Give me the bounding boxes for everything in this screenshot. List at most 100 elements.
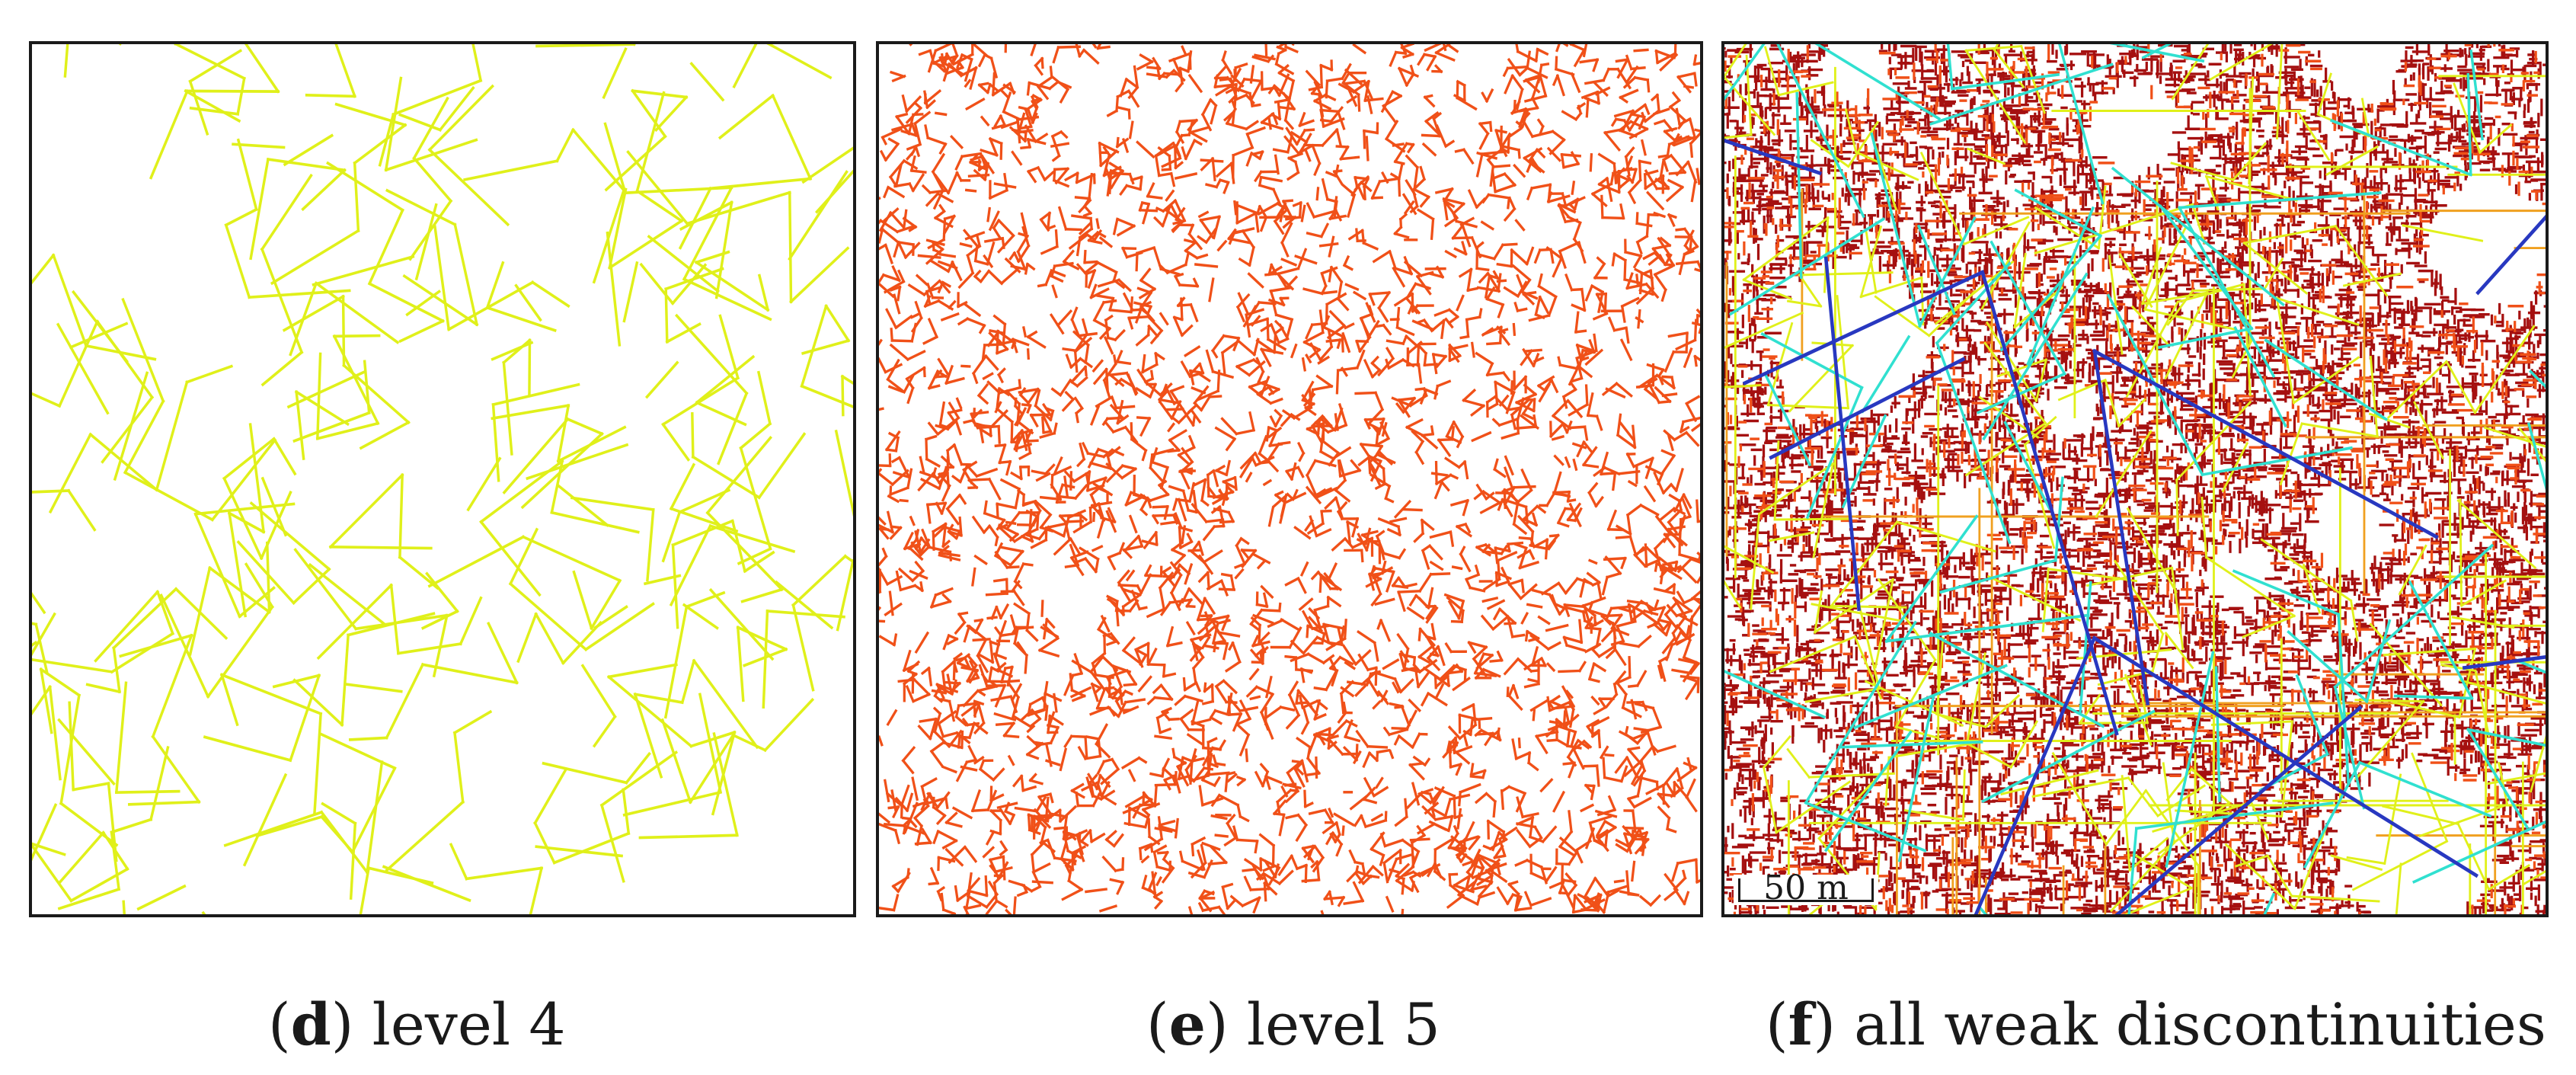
fracture-level-5 [1691,321,1700,327]
fracture-level-4 [334,44,356,98]
fracture-level-5 [1123,683,1137,687]
fracture-level-5 [1478,121,1490,136]
fracture-level-5 [909,515,916,526]
fracture-level-4 [367,208,404,286]
fracture-level-5 [987,524,999,539]
fracture-level-5 [1429,560,1444,571]
fracture-level-4 [711,730,737,816]
fracture-level-5 [1307,844,1315,861]
fracture-level-5 [1311,143,1322,165]
fracture-level-5 [1381,171,1389,184]
fracture-level-5 [1590,695,1600,706]
fracture-level-5 [1513,301,1520,313]
fracture-level-5 [1582,463,1600,469]
fracture-level-5 [1595,819,1607,837]
fracture-level-5 [1235,364,1251,377]
fracture-level-5 [1501,242,1518,247]
fracture-level-5 [1397,398,1411,418]
fracture-level-5 [1123,698,1146,704]
fracture-level-5 [1487,402,1499,411]
fracture-level-5 [1627,746,1641,751]
fracture-level-5 [943,62,964,76]
fracture-level-5 [1456,808,1462,830]
fracture-level-5 [967,889,989,897]
fracture-level-5 [1352,881,1365,903]
fracture-level-5 [1152,56,1162,71]
fracture-level-5 [1056,309,1073,328]
fracture-level-5 [1306,231,1323,238]
fracture-level-5 [959,242,973,248]
fracture-level-5 [1628,114,1641,133]
fracture-level-5 [1042,414,1053,434]
fracture-level-5 [986,206,992,222]
fracture-level-5 [1616,624,1625,643]
fracture-level-5 [1657,154,1670,158]
fracture-level-5 [1073,396,1084,411]
fracture-level-5 [1344,322,1355,330]
fracture-level-5 [991,82,1012,97]
fracture-level-5 [1669,153,1687,174]
fracture-level-5 [1034,56,1044,68]
fracture-level-5 [921,528,932,549]
fracture-level-4 [520,431,604,510]
fracture-level-5 [1163,504,1169,520]
fracture-level-5 [1315,527,1332,538]
fracture-level-5 [1104,318,1110,340]
fracture-level-5 [1250,315,1261,328]
fracture-level-5 [1304,519,1315,532]
fracture-level-5 [1082,211,1092,218]
fracture-level-5 [1248,411,1256,432]
fracture-level-4 [222,437,276,481]
fracture-level-5 [971,808,989,813]
fracture-level-5 [1492,270,1500,280]
fracture-level-5 [1689,661,1700,676]
fracture-level-5 [1248,91,1254,108]
fracture-level-4 [624,751,651,785]
fracture-level-5 [935,683,959,693]
fracture-level-5 [946,260,954,274]
fracture-level-5 [1632,254,1643,269]
fracture-level-5 [1465,577,1472,590]
fracture-level-5 [932,248,942,254]
fracture-level-5 [1222,334,1241,340]
fracture-level-5 [1406,363,1421,366]
fracture-level-5 [1659,236,1672,248]
fracture-level-5 [1268,443,1283,447]
fracture-level-5 [973,701,982,717]
fracture-level-5 [1002,721,1016,737]
fracture-level-5 [1221,485,1229,507]
fracture-level-5 [1379,619,1392,642]
fracture-level-5 [1038,813,1053,818]
fracture-level-5 [1026,169,1037,184]
fracture-level-5 [1202,524,1216,542]
fracture-level-4 [353,123,407,165]
fracture-level-5 [1161,156,1182,168]
fracture-level-4 [608,219,684,270]
fracture-level-5 [1320,509,1332,513]
fracture-level-5 [1075,235,1082,257]
fracture-level-5 [1359,316,1372,339]
fracture-level-5 [1529,669,1540,673]
fracture-level-5 [1044,522,1068,530]
fracture-level-5 [1566,398,1584,419]
fracture-level-5 [932,805,947,817]
fracture-level-5 [944,376,965,386]
fracture-level-5 [1360,814,1368,829]
fracture-level-5 [979,759,986,771]
fracture-level-5 [1643,387,1658,400]
fracture-level-4 [382,865,471,903]
fracture-level-5 [1525,348,1542,353]
fracture-level-5 [1197,210,1210,219]
fracture-level-5 [1360,229,1366,245]
fracture-level-5 [1459,216,1475,227]
fracture-level-5 [1146,194,1163,200]
fracture-level-5 [1576,738,1590,750]
fracture-level-5 [1529,698,1550,712]
fracture-level-5 [1283,135,1301,156]
fracture-level-5 [1326,423,1348,434]
fracture-level-5 [1487,867,1508,884]
fracture-level-5 [1372,699,1382,710]
fracture-level-5 [1013,561,1025,584]
fracture-level-5 [951,44,959,58]
fracture-level-5 [1572,221,1582,242]
